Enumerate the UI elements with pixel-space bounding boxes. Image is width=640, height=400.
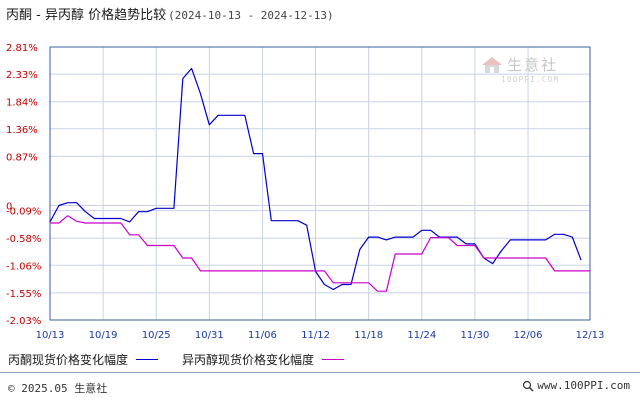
footer-copyright: © 2025.05 生意社 <box>8 382 108 395</box>
x-tick-label: 12/06 <box>514 330 543 341</box>
chart-title-bar: 丙酮 - 异丙醇 价格趋势比较 (2024-10-13 - 2024-12-13… <box>6 4 334 24</box>
footer-site[interactable]: www.100PPI.com <box>522 379 630 392</box>
y-tick-label: 1.84% <box>6 98 38 109</box>
x-tick-label: 10/25 <box>142 330 171 341</box>
y-tick-label: -1.55% <box>6 289 41 300</box>
legend-line-acetone <box>136 359 159 360</box>
watermark-house-icon <box>482 56 502 73</box>
y-tick-label: 0 <box>6 201 12 212</box>
legend-label-ipa: 异丙醇现货价格变化幅度 <box>182 353 315 367</box>
y-tick-label: -2.03% <box>6 316 41 327</box>
y-tick-label: 2.33% <box>6 70 38 81</box>
legend-line-ipa <box>322 359 345 360</box>
x-tick-label: 11/30 <box>461 330 490 341</box>
magnifier-icon <box>523 380 534 391</box>
x-tick-label: 12/13 <box>576 330 605 341</box>
watermark-text: 生意社 <box>507 56 559 74</box>
chart-legend: 丙酮现货价格变化幅度 异丙醇现货价格变化幅度 <box>8 351 368 368</box>
y-tick-label: -0.09% <box>6 207 41 218</box>
y-tick-label: 2.81% <box>6 43 38 54</box>
x-tick-label: 11/24 <box>407 330 436 341</box>
watermark: 生意社 100PPI.COM <box>481 54 559 84</box>
watermark-url: 100PPI.COM <box>501 75 560 84</box>
x-tick-label: 11/18 <box>354 330 383 341</box>
y-tick-label: -1.06% <box>6 261 41 272</box>
footer-site-link[interactable]: www.100PPI.com <box>537 379 630 392</box>
series-line-isopropanol <box>50 215 590 292</box>
y-tick-label: 0.87% <box>6 152 38 163</box>
y-tick-label: 1.36% <box>6 125 38 136</box>
y-tick-label: -0.58% <box>6 234 41 245</box>
x-tick-label: 10/13 <box>36 330 65 341</box>
x-tick-label: 10/31 <box>195 330 224 341</box>
chart-date-range: (2024-10-13 - 2024-12-13) <box>168 9 334 22</box>
x-tick-label: 10/19 <box>89 330 118 341</box>
plot-frame <box>49 46 591 321</box>
x-tick-label: 11/06 <box>248 330 277 341</box>
x-tick-label: 11/12 <box>301 330 330 341</box>
chart-title: 丙酮 - 异丙醇 价格趋势比较 <box>6 8 167 23</box>
legend-label-acetone: 丙酮现货价格变化幅度 <box>8 353 129 367</box>
footer-divider <box>0 372 640 373</box>
